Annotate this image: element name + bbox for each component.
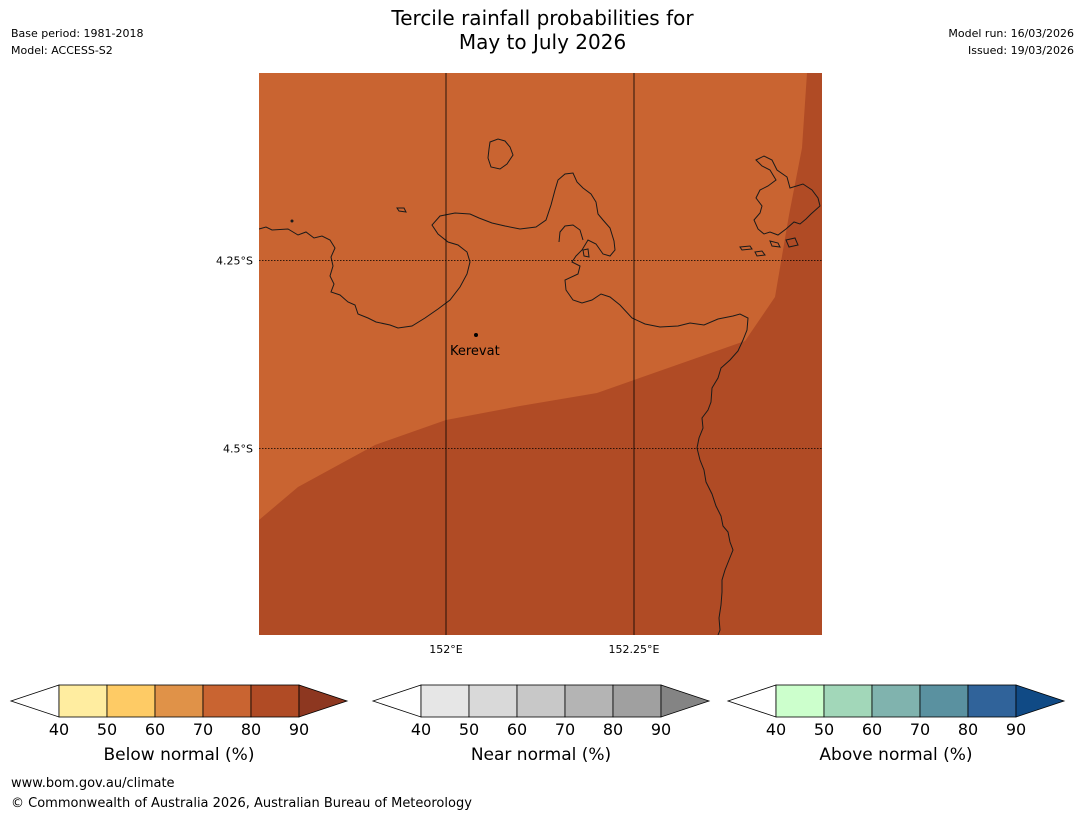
colorbar-label-below: Below normal (%)	[103, 745, 255, 765]
colorbar-tick-label: 80	[958, 720, 978, 739]
islet-2	[739, 245, 753, 251]
colorbar-above-normal: 40 50 60 70 80 90	[726, 684, 1066, 739]
run-info: Model run: 16/03/2026 Issued: 19/03/2026	[948, 25, 1074, 59]
colorbar-segment	[106, 684, 156, 718]
colorbar-segment	[823, 684, 873, 718]
colorbar-segment	[250, 684, 300, 718]
colorbar-tick-label: 80	[603, 720, 623, 739]
issued-date: Issued: 19/03/2026	[967, 44, 1074, 57]
lat-label-4-25: 4.25°S	[216, 255, 253, 268]
colorbar-segment	[468, 684, 518, 718]
coastline-inner-bay	[558, 224, 584, 243]
islet-dot	[290, 219, 294, 223]
colorbar-tick-label: 90	[651, 720, 671, 739]
colorbar-segment	[420, 684, 470, 718]
colorbar-segment	[516, 684, 566, 718]
colorbar-tick-label: 50	[459, 720, 479, 739]
colorbar-extend-high	[660, 684, 711, 718]
model-name: Model: ACCESS-S2	[11, 44, 113, 57]
colorbar-extend-high	[298, 684, 349, 718]
lon-label-152-25: 152.25°E	[609, 643, 660, 656]
colorbar-segment	[202, 684, 252, 718]
coastline	[259, 138, 821, 635]
colorbar-label-near: Near normal (%)	[470, 745, 612, 765]
colorbar-tick-label: 90	[1006, 720, 1026, 739]
colorbar-near-normal: 40 50 60 70 80 90	[371, 684, 711, 739]
footer-url[interactable]: www.bom.gov.au/climate	[11, 776, 175, 791]
colorbar-tick-label: 80	[241, 720, 261, 739]
colorbar-segment	[775, 684, 825, 718]
colorbar-extend-low	[371, 684, 422, 718]
place-marker	[474, 333, 478, 337]
colorbar-tick-label: 50	[97, 720, 117, 739]
map-title: Tercile rainfall probabilities for May t…	[0, 6, 1085, 54]
islet-4	[769, 240, 781, 248]
lat-label-4-5: 4.5°S	[223, 443, 253, 456]
islet-5	[785, 237, 799, 248]
colorbar-tick-label: 40	[411, 720, 431, 739]
footer-copyright: © Commonwealth of Australia 2026, Austra…	[11, 796, 472, 811]
colorbar-tick-label: 70	[555, 720, 575, 739]
map-panel: Kerevat	[259, 73, 822, 635]
place-label: Kerevat	[450, 344, 500, 359]
colorbar-tick-label: 60	[507, 720, 527, 739]
lon-label-152: 152°E	[429, 643, 462, 656]
colorbar-segment	[919, 684, 969, 718]
model-run-date: Model run: 16/03/2026	[948, 27, 1074, 40]
base-period: Base period: 1981-2018	[11, 27, 144, 40]
colorbar-tick-label: 90	[289, 720, 309, 739]
coastline-main-west	[259, 172, 749, 635]
colorbar-extend-high	[1015, 684, 1066, 718]
colorbar-tick-label: 60	[145, 720, 165, 739]
colorbar-extend-low	[726, 684, 777, 718]
colorbar-label-above: Above normal (%)	[819, 745, 973, 765]
island-north	[487, 138, 514, 170]
colorbar-segment	[871, 684, 921, 718]
probability-region-70-80	[259, 73, 822, 635]
islet-1	[396, 207, 407, 213]
title-line-1: Tercile rainfall probabilities for	[391, 6, 694, 30]
colorbar-tick-label: 60	[862, 720, 882, 739]
colorbar-tick-label: 70	[910, 720, 930, 739]
model-info: Base period: 1981-2018 Model: ACCESS-S2	[11, 25, 143, 59]
colorbar-tick-label: 70	[193, 720, 213, 739]
colorbar-tick-label: 40	[766, 720, 786, 739]
islet-6	[582, 248, 590, 258]
footer: www.bom.gov.au/climate © Commonwealth of…	[11, 774, 472, 814]
colorbar-segment	[967, 684, 1017, 718]
colorbar-segment	[58, 684, 108, 718]
colorbar-extend-low	[9, 684, 60, 718]
title-line-2: May to July 2026	[458, 30, 627, 54]
colorbar-segment	[564, 684, 614, 718]
colorbar-tick-label: 50	[814, 720, 834, 739]
islet-3	[754, 250, 766, 257]
colorbar-segment	[612, 684, 662, 718]
graticule	[259, 73, 822, 635]
colorbar-below-normal: 40 50 60 70 80 90	[9, 684, 349, 739]
colorbar-tick-label: 40	[49, 720, 69, 739]
colorbar-segment	[154, 684, 204, 718]
island-east	[753, 155, 821, 236]
